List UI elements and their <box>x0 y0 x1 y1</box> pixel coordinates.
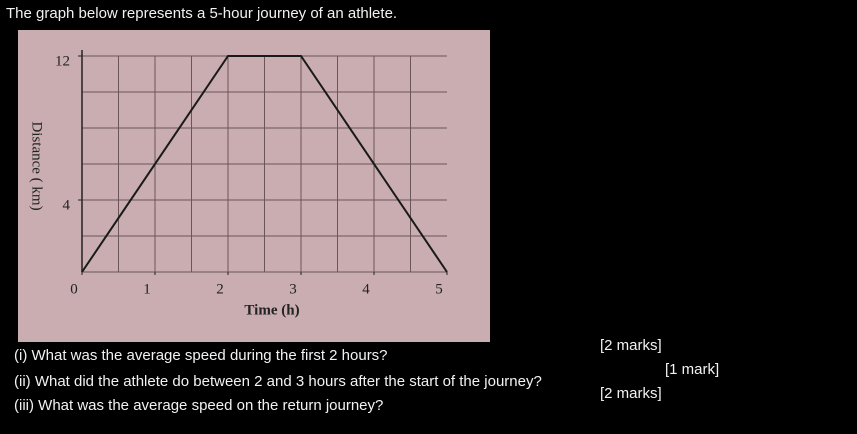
x-tick-label: 0 <box>70 281 78 297</box>
question: (iii) What was the average speed on the … <box>14 397 383 414</box>
y-axis-label: Distance ( km) <box>29 121 45 210</box>
graph-panel <box>18 30 490 342</box>
y-tick-label: 12 <box>55 53 70 69</box>
x-tick-label: 2 <box>216 281 224 297</box>
marks: [2 marks] <box>600 337 662 354</box>
x-tick-label: 3 <box>289 281 297 297</box>
question: (ii) What did the athlete do between 2 a… <box>14 373 542 390</box>
y-tick-label: 4 <box>63 197 71 213</box>
x-tick-label: 1 <box>143 281 151 297</box>
x-tick-label: 4 <box>362 281 370 297</box>
marks: [2 marks] <box>600 385 662 402</box>
x-axis-label: Time (h) <box>244 302 299 318</box>
marks: [1 mark] <box>665 361 719 378</box>
intro: The graph below represents a 5-hour jour… <box>6 5 397 22</box>
line <box>81 55 448 273</box>
question: (i) What was the average speed during th… <box>14 347 388 364</box>
x-tick-label: 5 <box>435 281 443 297</box>
